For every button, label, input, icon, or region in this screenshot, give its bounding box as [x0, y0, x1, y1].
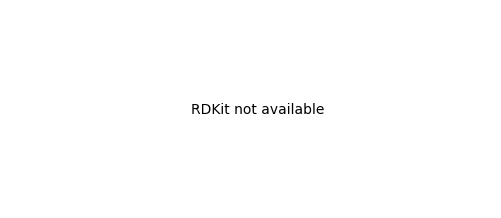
Text: RDKit not available: RDKit not available: [190, 103, 323, 117]
